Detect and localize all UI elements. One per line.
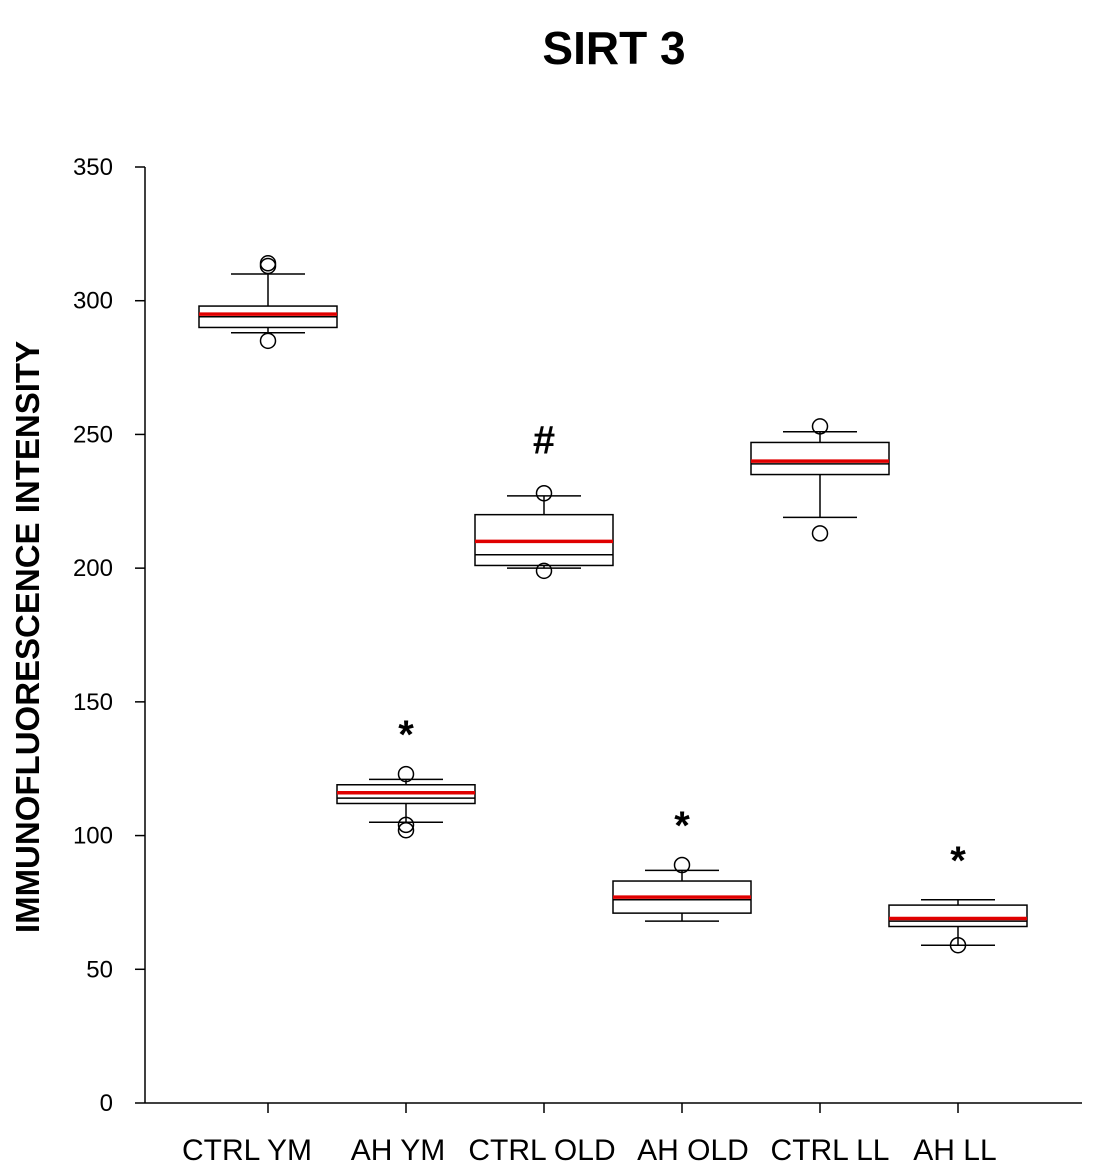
significance-annotation: *: [674, 804, 690, 848]
x-tick-label: AH YM: [351, 1134, 445, 1167]
outlier-point: [397, 765, 415, 783]
significance-annotation: *: [950, 839, 966, 883]
box-group: *: [888, 839, 1028, 954]
outlier-point: [259, 332, 277, 350]
y-tick-label: 0: [100, 1090, 113, 1117]
y-tick-label: 100: [73, 823, 113, 850]
outlier-point: [673, 856, 691, 874]
y-tick-label: 300: [73, 288, 113, 315]
x-tick-label: AH LL: [913, 1134, 996, 1167]
y-tick-label: 250: [73, 421, 113, 448]
box-group: [198, 255, 338, 350]
box-iqr: [750, 441, 890, 476]
box-group: #: [474, 418, 614, 580]
plot-area: * # * *: [198, 255, 1028, 954]
x-tick-label: AH OLD: [637, 1134, 749, 1167]
outlier-point: [535, 562, 553, 580]
x-tick-label: CTRL YM: [182, 1134, 312, 1167]
y-axis-label: IMMUNOFLUORESCENCE INTENSITY: [9, 341, 46, 933]
outlier-point: [535, 485, 553, 502]
box-group: [750, 418, 890, 542]
box-group: *: [612, 804, 752, 922]
outlier-point: [811, 418, 829, 435]
outlier-point: [259, 255, 277, 272]
axes: 0 50 100 150 200 250 300 350 CTRL YM AH YM CTRL OL…: [73, 154, 1082, 1167]
x-tick-label: CTRL OLD: [468, 1134, 615, 1167]
y-tick-label: 50: [86, 956, 113, 983]
outlier-point: [397, 821, 415, 839]
box-iqr: [888, 904, 1028, 928]
y-tick-label: 200: [73, 555, 113, 582]
y-tick-label: 350: [73, 154, 113, 181]
significance-annotation: #: [533, 418, 555, 462]
outlier-point: [397, 816, 415, 834]
box-group: *: [336, 713, 476, 839]
chart-title: SIRT 3: [542, 22, 685, 74]
y-tick-label: 150: [73, 689, 113, 716]
outlier-point: [811, 525, 829, 542]
x-tick-label: CTRL LL: [771, 1134, 890, 1167]
significance-annotation: *: [398, 713, 414, 757]
outlier-point: [949, 936, 967, 954]
